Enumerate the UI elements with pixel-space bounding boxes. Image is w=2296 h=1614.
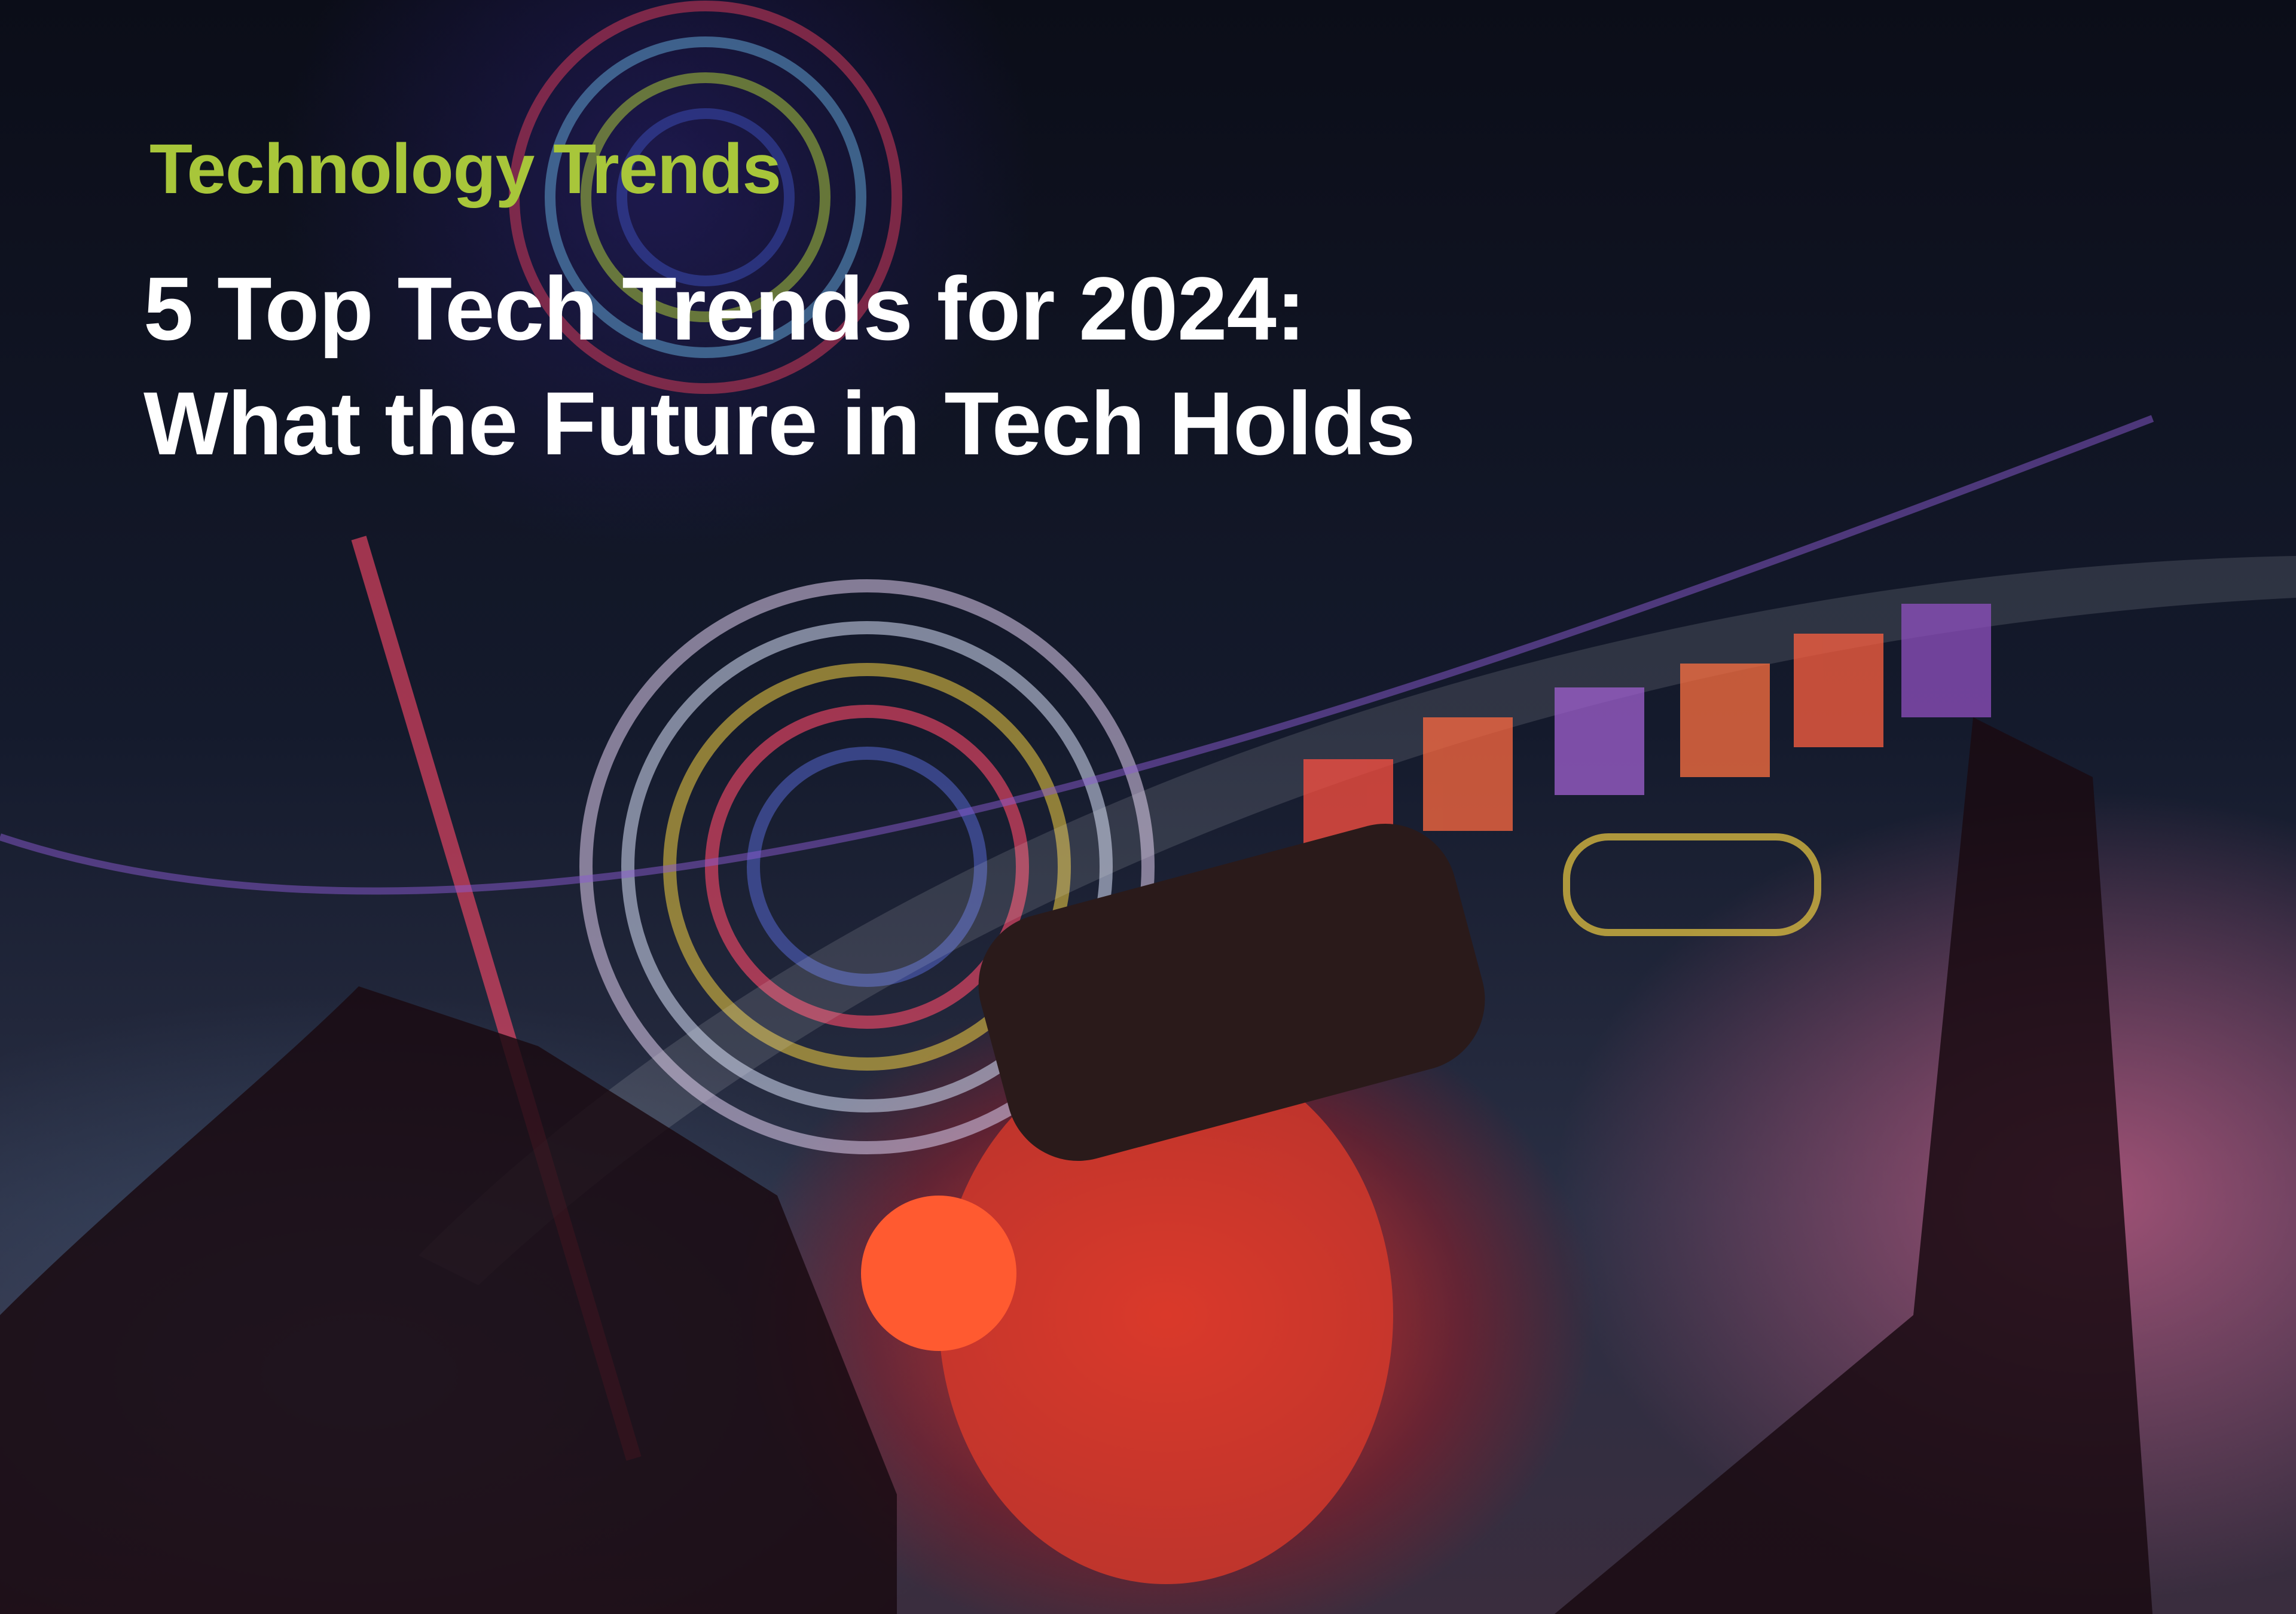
concentric-rings-top	[509, 1, 902, 394]
title-line-1: 5 Top Tech Trends for 2024:	[144, 258, 1306, 359]
title-line-2: What the Future in Tech Holds	[144, 373, 1416, 473]
interface-tiles	[1303, 604, 1991, 936]
page-title: 5 Top Tech Trends for 2024: What the Fut…	[144, 251, 1416, 481]
light-curve	[0, 415, 2154, 895]
person-with-vr-headset	[0, 717, 2152, 1614]
category-kicker: Technology Trends	[149, 130, 781, 209]
